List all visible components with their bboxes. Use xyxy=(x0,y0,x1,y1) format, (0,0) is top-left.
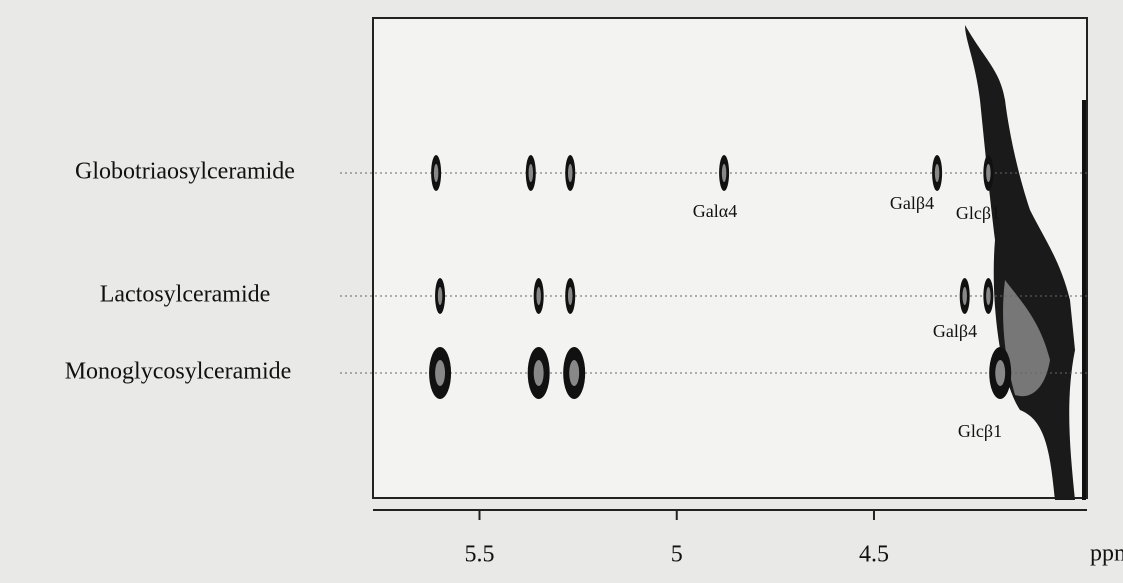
cross-peak-contour xyxy=(721,164,727,182)
cross-peak-contour xyxy=(995,360,1006,386)
peak-annotation: Glcβ1 xyxy=(956,203,1000,223)
diagonal-band xyxy=(965,25,1075,500)
peak-annotation: Galβ4 xyxy=(890,193,934,213)
peak-annotation: Glcβ1 xyxy=(958,421,1002,441)
cross-peak-contour xyxy=(567,287,573,305)
x-axis-label: ppm xyxy=(1090,541,1123,567)
plot-area xyxy=(372,17,1088,499)
cross-peak-contour xyxy=(569,360,580,386)
cross-peak-contour xyxy=(934,164,940,182)
cross-peak-contour xyxy=(986,287,991,305)
x-tick-label: 4.5 xyxy=(859,542,889,568)
x-tick-label: 5.5 xyxy=(465,542,495,568)
peak-annotation: Galβ4 xyxy=(933,321,977,341)
cross-peak-contour xyxy=(962,287,967,305)
cross-peak-contour xyxy=(528,164,534,182)
cross-peak-contour xyxy=(437,287,443,305)
row-label: Lactosylceramide xyxy=(100,282,271,308)
cross-peak-contour xyxy=(533,360,544,386)
cross-peak-contour xyxy=(986,164,991,182)
row-label: Globotriaosylceramide xyxy=(75,159,295,185)
diagonal-band-inner xyxy=(1003,280,1050,397)
row-label: Monoglycosylceramide xyxy=(65,359,292,385)
cross-peak-contour xyxy=(435,360,446,386)
x-tick-label: 5 xyxy=(671,542,683,568)
cross-peak-contour xyxy=(567,164,573,182)
cross-peak-contour xyxy=(433,164,439,182)
peak-annotation: Galα4 xyxy=(693,201,737,221)
cross-peak-contour xyxy=(536,287,541,305)
